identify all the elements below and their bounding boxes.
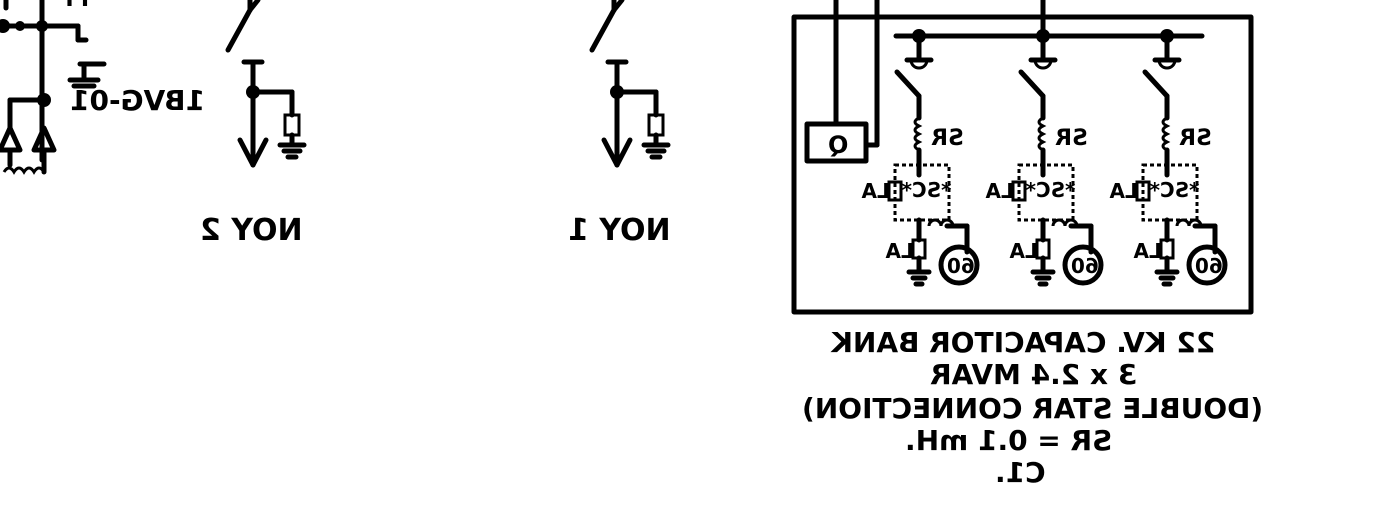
la-top-label: LA [1109, 179, 1138, 203]
sc-label: *SC* [901, 178, 952, 202]
feeder-noy2-label: NOY 2 [200, 213, 303, 248]
left-fragment-label: 1BVG-01 [70, 84, 205, 117]
sr-label: SR [1055, 126, 1088, 151]
sr-label: SR [931, 126, 964, 151]
la-bottom-label: LA [1133, 239, 1162, 263]
feeder-noy1: NOY 1 [568, 0, 671, 248]
ct-label: 60 [1071, 254, 1099, 278]
capacitor-bank: Q SR *SC* LA 60 LA SR *SC* LA 60 LA SR *SC* LA 60 LA 2… [791, 0, 1263, 489]
caption-line-2: 3 x 2.4 MVAR [930, 358, 1137, 391]
feeder-noy2: NOY 2 [200, 0, 307, 248]
la-top-label: LA [985, 179, 1014, 203]
left-fragment-top-label: TT [62, 0, 93, 12]
q-relay-box [804, 121, 869, 164]
sc-label: *SC* [1149, 178, 1200, 202]
caption-line-5: C1. [995, 456, 1046, 489]
capacitor-phase-2: SR *SC* LA 60 LA [985, 29, 1104, 287]
caption-line-4: SR = 0.1 mH. [905, 424, 1112, 457]
left-fragment: 1BVG-01 [0, 0, 205, 175]
la-top-label: LA [861, 179, 890, 203]
feeder-noy1-label: NOY 1 [568, 213, 671, 248]
sc-label: *SC* [1025, 178, 1076, 202]
capacitor-phase-1: SR *SC* LA 60 LA [861, 29, 980, 287]
sr-label: SR [1179, 126, 1212, 151]
capacitor-bank-enclosure [791, 14, 1254, 315]
caption-line-1: 22 KV. CAPACITOR BANK [830, 326, 1215, 359]
caption-line-3: (DOUBLE STAR CONNECTION) [802, 392, 1263, 425]
la-bottom-label: LA [885, 239, 914, 263]
ct-label: 60 [947, 254, 975, 278]
q-relay-label: Q [828, 131, 848, 159]
la-bottom-label: LA [1009, 239, 1038, 263]
capacitor-bank-caption: 22 KV. CAPACITOR BANK 3 x 2.4 MVAR (DOUB… [802, 326, 1263, 489]
capacitor-phase-3: SR *SC* LA 60 LA [1109, 29, 1228, 287]
ct-label: 60 [1195, 254, 1223, 278]
